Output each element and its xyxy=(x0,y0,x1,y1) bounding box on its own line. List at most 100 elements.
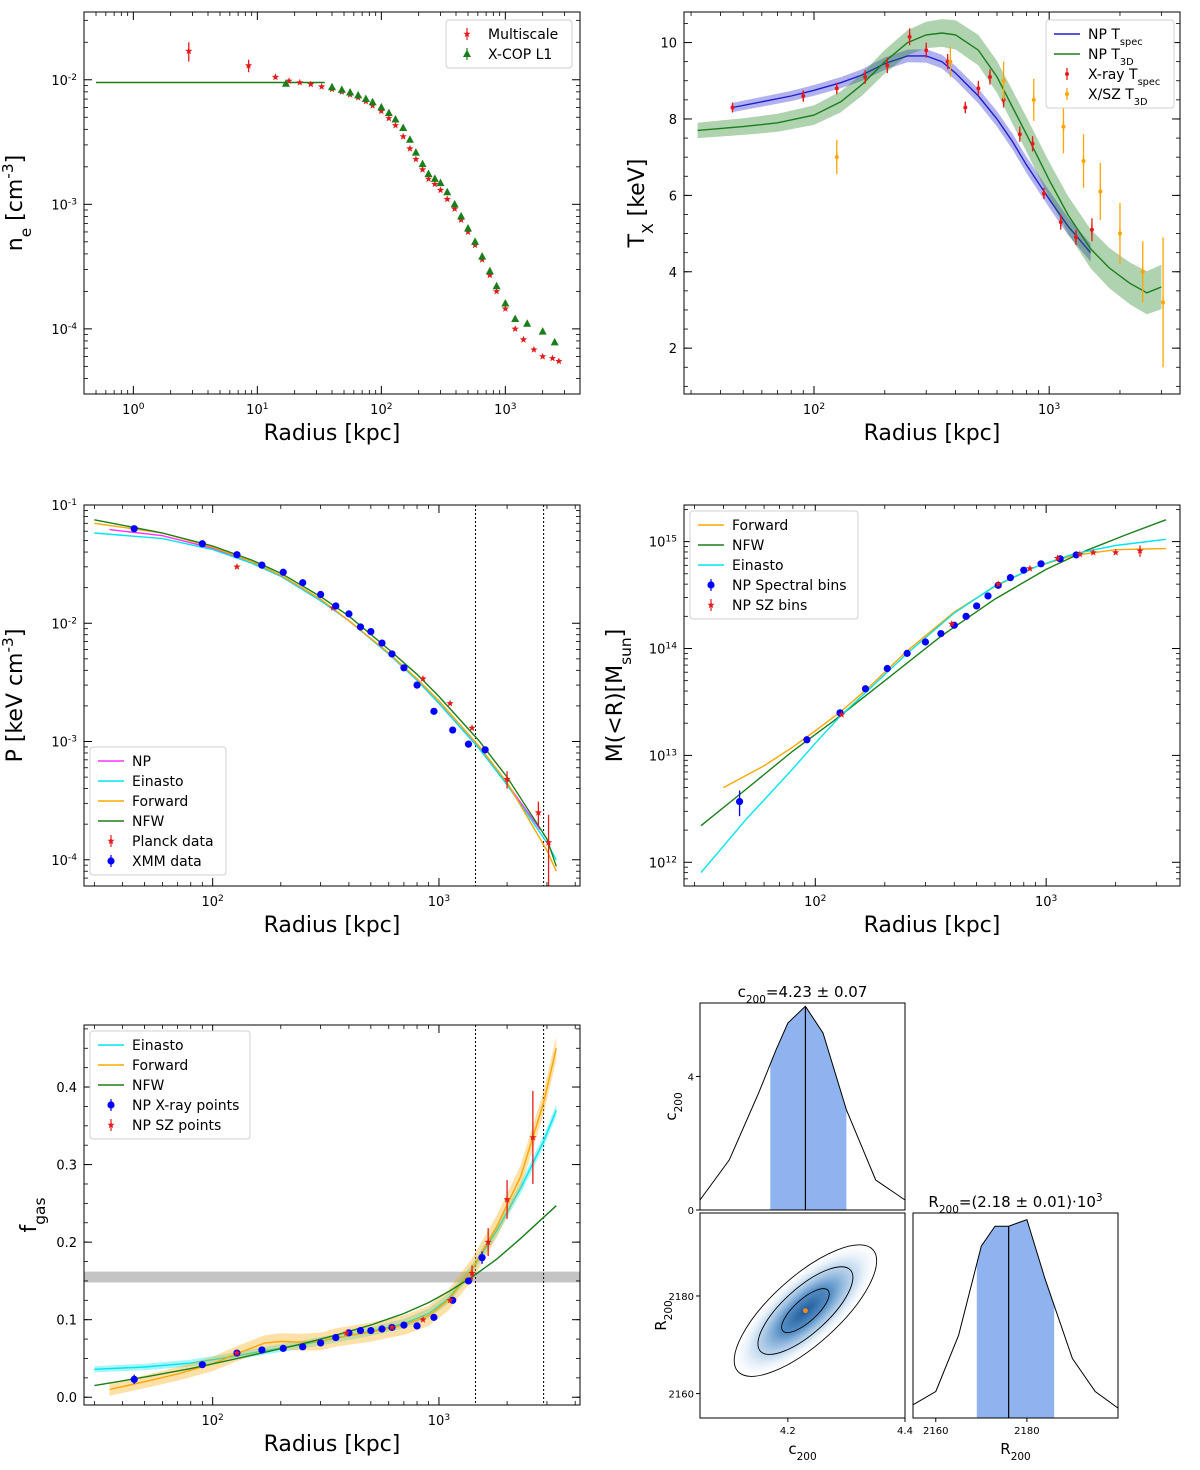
x-tick-label: 102 xyxy=(202,1413,224,1429)
corner-title: c200=4.23 ± 0.07 xyxy=(738,983,868,1006)
legend-swatch xyxy=(707,601,715,609)
data-point xyxy=(419,165,427,173)
data-point xyxy=(342,1329,350,1336)
y-tick-label: 0.1 xyxy=(56,1314,77,1329)
data-point xyxy=(399,132,407,140)
data-point xyxy=(198,540,206,548)
x-tick-label: 103 xyxy=(428,894,451,910)
data-point xyxy=(356,623,365,631)
y-axis-label: ne [cm-3] xyxy=(0,155,35,252)
legend-label: Multiscale xyxy=(488,27,558,43)
model-line xyxy=(94,1110,557,1370)
data-point xyxy=(399,123,408,131)
data-point xyxy=(1020,566,1028,574)
y-tick-label: 0.4 xyxy=(56,1081,77,1096)
data-point xyxy=(198,1361,206,1369)
legend-box xyxy=(445,19,573,69)
y-tick-label: 10-3 xyxy=(51,735,77,751)
data-point xyxy=(883,664,891,673)
contour-level xyxy=(733,1244,878,1377)
y-tick-label: 2180 xyxy=(669,1292,694,1303)
panel-mass-profile: 102 103 1012 1013 1014 1015 Radius [kpc] M(<R)[… xyxy=(603,504,1181,938)
axes-frame xyxy=(912,1212,1119,1419)
data-point xyxy=(1136,547,1144,554)
data-point xyxy=(523,319,532,327)
y-axis-label: P [keV cm-3] xyxy=(0,629,28,763)
data-point xyxy=(511,314,520,323)
data-point xyxy=(369,101,377,109)
data-point xyxy=(354,90,363,99)
legend-label: NFW xyxy=(732,538,765,554)
data-point xyxy=(446,1296,454,1304)
x-tick-label: 101 xyxy=(246,402,268,418)
data-point xyxy=(457,211,466,220)
data-point xyxy=(539,352,547,360)
data-point xyxy=(337,85,346,93)
data-point xyxy=(449,726,457,734)
legend-box xyxy=(1045,19,1175,109)
data-point xyxy=(377,107,385,115)
data-point xyxy=(468,1269,476,1277)
data-point xyxy=(481,746,489,754)
data-point xyxy=(478,252,487,260)
data-point xyxy=(377,102,386,111)
data-point xyxy=(464,228,472,235)
data-point xyxy=(1037,560,1045,568)
panel-fgas-profile: 102 103 0.0 0.1 0.2 0.3 0.4 Radius [kpc] fgas Ein… xyxy=(17,1024,581,1457)
data-point xyxy=(1053,554,1062,562)
y-tick-label: 10 xyxy=(660,37,677,52)
legend-label: NFW xyxy=(132,1078,165,1094)
legend-label: NP X-ray points xyxy=(132,1098,239,1114)
data-point xyxy=(424,175,433,182)
data-point xyxy=(233,1349,241,1357)
y-tick-label: 0.3 xyxy=(56,1159,77,1174)
legend-swatch xyxy=(107,1121,115,1129)
x-tick-label: 4.4 xyxy=(897,1426,913,1437)
data-point xyxy=(464,1277,473,1285)
legend-label: X-ray Tspec xyxy=(1088,67,1160,88)
axes-frame xyxy=(83,11,581,395)
data-point xyxy=(368,97,377,106)
plot-area xyxy=(94,505,557,886)
legend-label: NP xyxy=(132,754,151,770)
y-tick-label: 0 xyxy=(688,1206,694,1217)
contour-level xyxy=(757,1266,854,1355)
data-point xyxy=(258,561,266,569)
data-point xyxy=(388,650,396,658)
y-axis-label: TX [keV] xyxy=(625,159,657,249)
corner-title: R200=(2.18 ± 0.01)·103 xyxy=(928,1192,1102,1216)
data-point xyxy=(332,1333,340,1342)
data-point xyxy=(544,838,553,846)
y-tick-label: 10-2 xyxy=(51,73,77,89)
legend-label: X/SZ T3D xyxy=(1088,87,1148,108)
x-tick-label: 2180 xyxy=(1014,1426,1039,1437)
x-tick-label: 2160 xyxy=(923,1426,948,1437)
data-point xyxy=(492,281,501,290)
data-point xyxy=(412,155,420,163)
data-point xyxy=(317,590,325,599)
data-point xyxy=(367,1326,375,1335)
legend-label: Planck data xyxy=(132,834,214,850)
data-point xyxy=(391,121,400,129)
data-point xyxy=(406,144,414,152)
credible-interval-area xyxy=(770,1006,847,1210)
data-point xyxy=(419,1315,427,1323)
y-tick-label: 10-4 xyxy=(51,853,77,869)
legend-swatch xyxy=(1065,72,1069,76)
data-point xyxy=(130,525,138,533)
y-tick-label: 10-1 xyxy=(51,498,77,514)
data-point xyxy=(861,685,870,693)
data-point xyxy=(464,223,473,232)
data-point xyxy=(328,82,336,91)
data-point xyxy=(443,187,452,196)
data-point xyxy=(258,1346,266,1354)
model-line xyxy=(697,32,1162,294)
legend-swatch xyxy=(1065,92,1069,96)
data-point xyxy=(233,563,241,570)
data-point xyxy=(464,740,473,748)
plot-area xyxy=(700,519,1167,874)
x-axis-label: c200 xyxy=(788,1440,816,1463)
legend-box xyxy=(89,746,227,876)
data-point xyxy=(548,354,557,362)
